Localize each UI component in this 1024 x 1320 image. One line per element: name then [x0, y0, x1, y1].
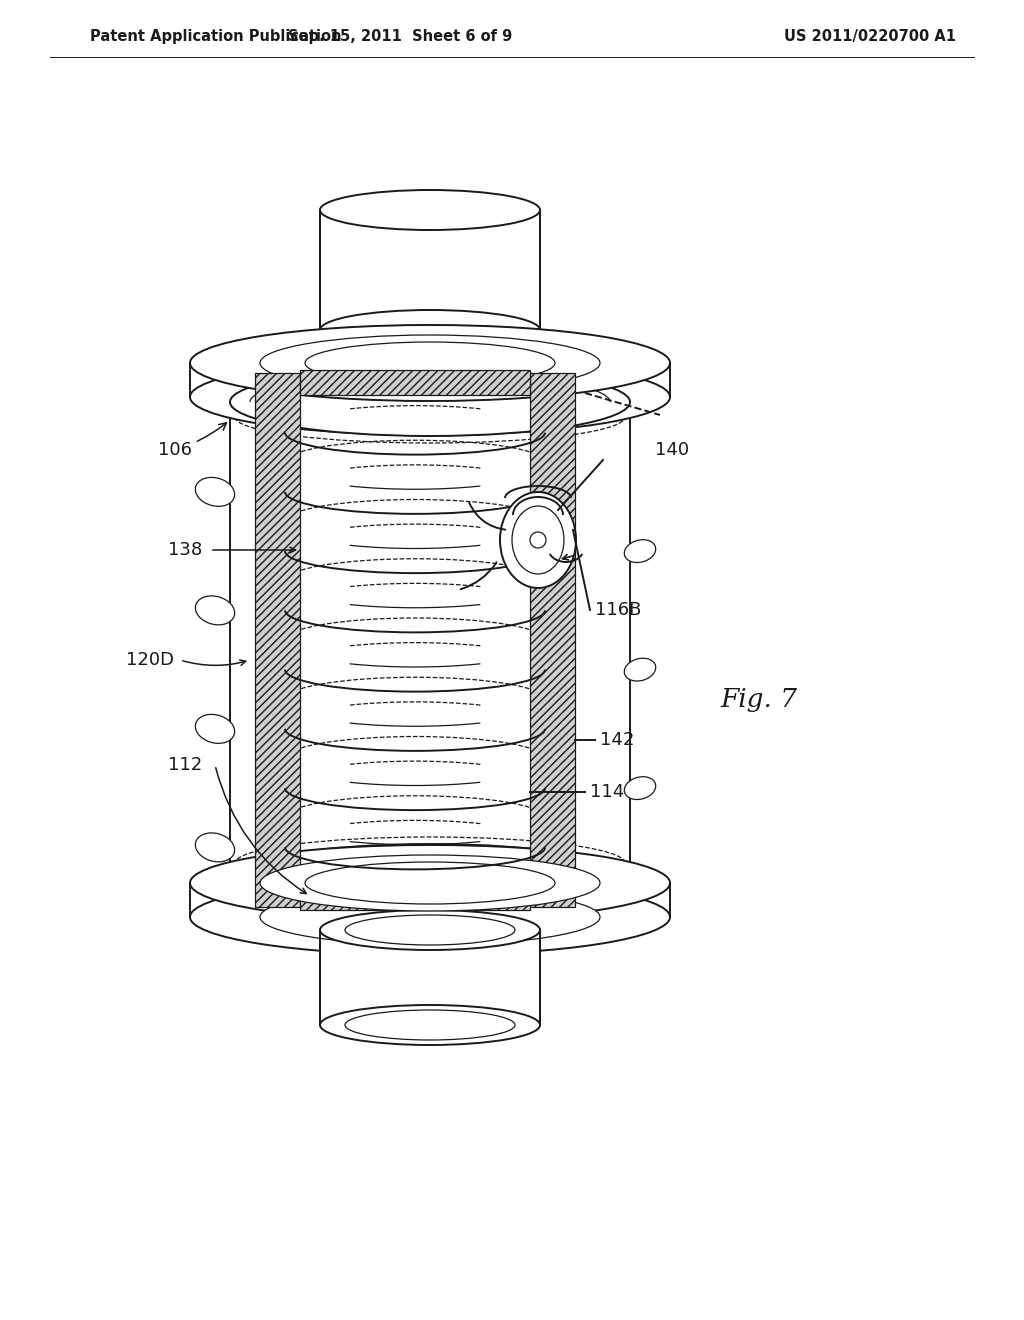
Text: 106: 106	[158, 422, 226, 459]
Ellipse shape	[319, 310, 540, 350]
Text: 138: 138	[168, 541, 202, 558]
Ellipse shape	[305, 862, 555, 904]
Ellipse shape	[190, 359, 670, 436]
Ellipse shape	[625, 776, 655, 800]
Text: 112: 112	[168, 756, 202, 774]
Ellipse shape	[190, 845, 670, 921]
Ellipse shape	[319, 190, 540, 230]
Ellipse shape	[190, 879, 670, 954]
Text: 116B: 116B	[595, 601, 641, 619]
Ellipse shape	[319, 909, 540, 950]
Ellipse shape	[319, 1005, 540, 1045]
Ellipse shape	[196, 833, 234, 862]
Bar	[300, 370, 530, 395]
Text: 120D: 120D	[126, 651, 174, 669]
Text: Sep. 15, 2011  Sheet 6 of 9: Sep. 15, 2011 Sheet 6 of 9	[288, 29, 512, 45]
Ellipse shape	[230, 368, 630, 436]
Ellipse shape	[260, 335, 600, 391]
Ellipse shape	[625, 540, 655, 562]
Bar	[530, 374, 575, 907]
Ellipse shape	[345, 1010, 515, 1040]
Ellipse shape	[190, 325, 670, 401]
Text: Fig. 7: Fig. 7	[720, 688, 797, 713]
Ellipse shape	[500, 492, 575, 587]
Ellipse shape	[512, 506, 564, 574]
Bar	[319, 210, 540, 330]
Bar	[190, 363, 670, 397]
Text: 114: 114	[590, 783, 625, 801]
Ellipse shape	[196, 595, 234, 624]
Ellipse shape	[260, 888, 600, 945]
Ellipse shape	[196, 478, 234, 507]
Ellipse shape	[260, 855, 600, 911]
Ellipse shape	[230, 843, 630, 912]
Ellipse shape	[345, 915, 515, 945]
Bar	[300, 884, 530, 909]
Text: 142: 142	[600, 731, 635, 748]
Ellipse shape	[625, 659, 655, 681]
Bar	[255, 374, 300, 907]
Ellipse shape	[196, 714, 234, 743]
Bar	[319, 931, 540, 1026]
Bar	[190, 883, 670, 917]
Ellipse shape	[305, 342, 555, 384]
Text: US 2011/0220700 A1: US 2011/0220700 A1	[784, 29, 956, 45]
Ellipse shape	[530, 532, 546, 548]
Text: 140: 140	[655, 441, 689, 459]
Text: Patent Application Publication: Patent Application Publication	[90, 29, 341, 45]
